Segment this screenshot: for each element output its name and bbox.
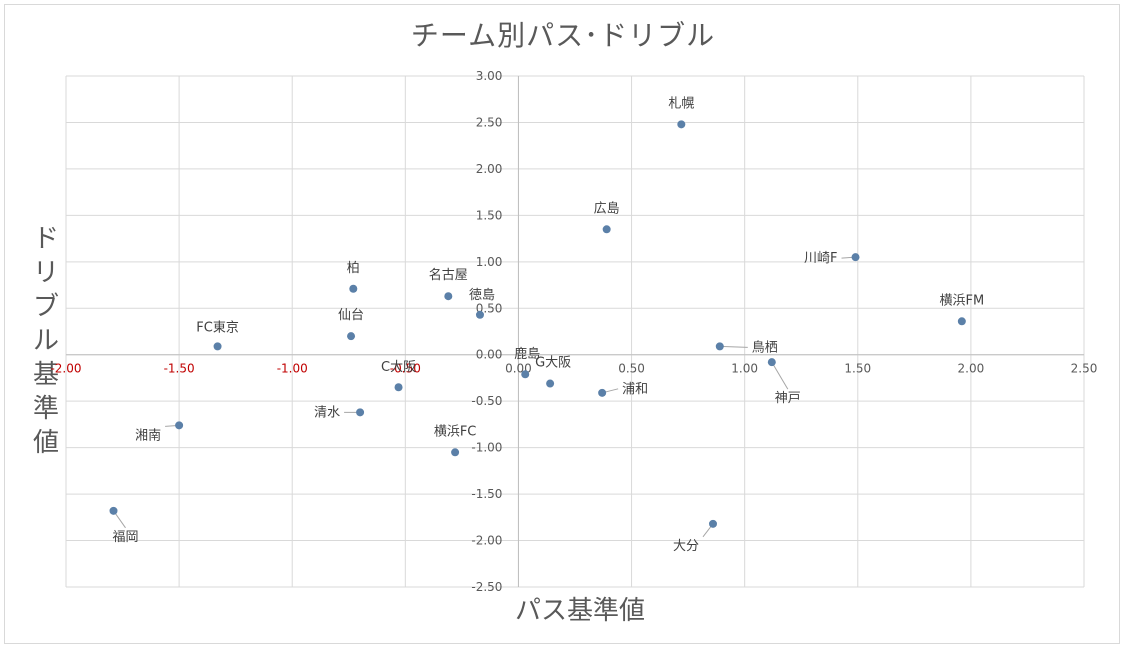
y-tick-label: 3.00 [476,69,503,83]
data-point [598,388,607,397]
x-tick-label: -1.50 [164,362,195,376]
leader-line [771,361,789,390]
y-tick-label: 0.00 [476,348,503,362]
data-point [349,284,358,293]
data-point [175,421,184,430]
data-point [546,379,555,388]
data-point [677,120,686,129]
point-label: 神戸 [775,391,801,406]
x-tick-label: 1.50 [844,362,871,376]
point-label: 柏 [347,261,360,276]
point-label: 仙台 [338,308,364,323]
x-tick-label: -1.00 [277,362,308,376]
point-label: C大阪 [381,360,416,375]
data-point [851,253,860,262]
y-tick-label: 2.00 [476,162,503,176]
tick-labels: -2.00 -1.50 -1.00 -0.50 0.00 0.50 1.00 1.50 2.00… [50,69,1097,594]
data-point [347,332,356,341]
point-label: 横浜FC [434,424,477,439]
point-label: 大分 [673,539,699,554]
point-label: 福岡 [112,530,138,545]
data-point [451,448,460,457]
point-label: 清水 [314,405,340,420]
data-point [521,370,530,379]
leader-line [719,345,748,348]
point-label: FC東京 [196,319,239,335]
y-tick-label: -0.50 [471,394,502,408]
data-point [444,292,453,301]
point-label: 徳島 [469,288,495,303]
x-axis-title: パス基準値 [514,596,645,626]
x-tick-label: -0.50 [390,362,421,376]
point-label: 湘南 [135,427,161,443]
data-point [475,310,484,319]
data-point [715,342,724,351]
y-tick-label: 1.00 [476,255,503,269]
x-tick-label: -2.00 [50,362,81,376]
point-label: G大阪 [535,356,571,371]
data-point [213,342,222,351]
y-tick-label: -2.50 [471,580,502,594]
data-point [957,317,966,326]
point-label: 札幌 [668,95,694,111]
x-tick-label: 2.50 [1071,362,1098,376]
chart-title: チーム別パス･ドリブル [410,19,716,52]
data-point [708,519,717,528]
point-label: 浦和 [622,382,648,397]
data-points [109,120,966,528]
data-point [394,383,403,392]
y-tick-label: -1.50 [471,487,502,501]
point-label: 名古屋 [429,267,468,283]
x-tick-label: 2.00 [958,362,985,376]
point-label: 広島 [594,201,620,216]
point-label: 鹿島 [514,346,540,362]
y-tick-label: 1.50 [476,208,503,222]
data-point [109,506,118,515]
data-point [356,408,365,417]
x-tick-label: 0.50 [618,362,645,376]
chart-frame [4,4,1120,644]
y-tick-label: -1.00 [471,441,502,455]
y-tick-label: 2.50 [476,115,503,129]
data-point [767,358,776,367]
y-axis-title: ドリブル基準値 [32,224,59,458]
data-point [602,225,611,234]
axis-layer [66,76,1084,587]
point-label: 川崎F [804,251,837,266]
x-tick-label: 1.00 [731,362,758,376]
point-label: 鳥栖 [752,340,778,355]
y-tick-label: -2.00 [471,534,502,548]
point-label: 横浜FM [939,293,984,308]
